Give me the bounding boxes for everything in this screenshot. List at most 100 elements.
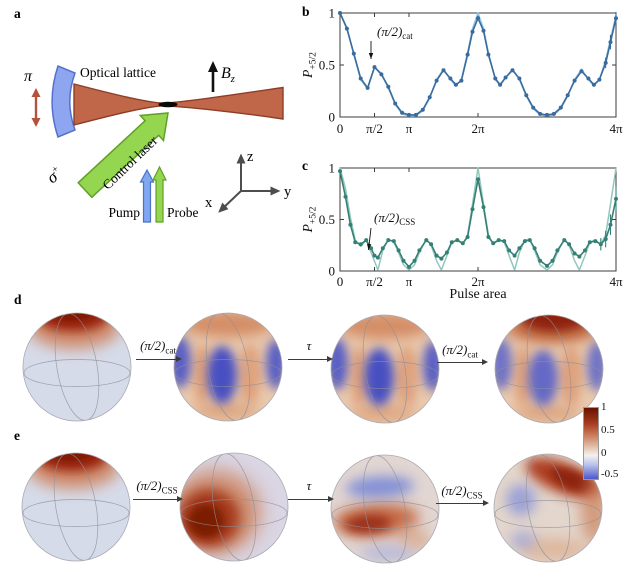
sphere-outline [173,312,283,422]
data-point [391,239,396,244]
data-point [344,26,349,31]
data-point [608,222,613,227]
sphere-equator [495,361,603,389]
data-point [567,242,572,247]
data-point [407,264,411,269]
panel-letter-c: c [302,158,308,173]
colorbar [583,407,599,480]
chart-cat-pulse-scan: 0 π/2 π 2π 4π 0 0.5 1 P+5/2 (π/2)cat [300,6,623,137]
bloch-sphere-d-cat-state-after-tau [330,314,440,424]
data-point [583,248,587,253]
data-point [572,251,577,256]
quasiprobability-lobe [360,545,416,561]
quasiprobability-lobe [560,346,582,406]
data-point [531,105,536,110]
annotation-label: (π/2)CSS [374,210,415,227]
x-axis-label: Pulse area [449,287,507,302]
y-tick-label: 0.5 [319,58,335,73]
x-tick-label: π [406,121,413,136]
data-point [476,177,480,182]
sphere-outline [179,452,289,562]
quasiprobability-lobe [506,484,536,516]
data-point [538,258,543,263]
bloch-sphere-d-initial-state [22,312,132,422]
data-point [380,246,385,251]
data-point [603,237,608,242]
sphere-outline [330,454,440,564]
data-point [358,76,363,81]
bloch-sphere-d-cat-state-final [494,314,604,424]
data-point [351,51,356,56]
x-tick-label: 4π [609,274,623,289]
data-point [551,111,556,116]
data-point [364,238,369,243]
data-point [420,107,425,112]
data-point [503,75,508,80]
data-point [498,82,503,87]
sequence-arrow-d1 [136,356,182,362]
x-tick-label: 4π [609,121,623,136]
sphere-equator [331,501,439,529]
sequence-arrow-e3 [436,500,489,506]
sphere-equator [22,499,130,527]
data-point [558,105,563,110]
data-point [413,112,418,117]
data-point [507,248,512,253]
data-point [565,93,570,98]
data-point [338,169,342,174]
sphere-outline [21,452,131,562]
data-point [538,111,543,116]
sphere-outline [22,312,132,422]
data-point [379,72,384,77]
data-point [614,16,618,21]
quasiprobability-lobe [519,538,587,560]
data-point [427,95,432,100]
data-point [481,205,486,210]
sphere-equator [23,359,131,387]
data-point [372,65,377,70]
data-point [393,101,398,106]
y-tick-label: 1 [329,6,336,21]
data-point [465,235,470,239]
y-tick-label: 0 [329,110,336,125]
data-point [417,248,422,253]
x-tick-label: π/2 [366,274,383,289]
data-point [527,238,532,243]
data-point [412,258,417,263]
colorbar-tick-m05: -0.5 [601,468,619,480]
sequence-arrow-d3 [437,359,488,365]
data-point [358,242,363,247]
axis-x-label: x [205,195,213,211]
pulse-label-d2: (π/2)cat [442,342,478,360]
data-point [591,82,596,87]
data-point [348,222,353,227]
sphere-outline [330,314,440,424]
quasiprobability-lobe [550,468,594,492]
data-point [597,77,602,82]
data-point [614,196,618,201]
data-point [434,253,439,258]
data-point [486,235,491,239]
sphere-equator [494,500,602,528]
quasiprobability-lobe [515,404,579,422]
y-tick-label: 1 [329,161,336,176]
data-point [400,110,405,115]
x-tick-label: π [406,274,413,289]
pump-beam-arrow [139,168,155,223]
data-point [524,93,529,98]
pulse-label-d1: (π/2)cat [140,338,176,356]
data-point [603,60,608,65]
data-point [429,242,434,247]
sequence-arrow-e1 [133,496,183,502]
data-point [465,52,470,57]
data-point [455,238,460,243]
data-point [386,84,391,89]
data-curve [339,12,617,116]
quasiprobability-lobe [510,531,536,549]
control-laser-arrow [77,112,169,199]
data-point [396,248,401,253]
optical-lattice-beam [73,83,284,126]
bloch-sphere-d-cat-state [173,312,283,422]
y-tick-label: 0.5 [319,212,335,227]
data-point [512,253,517,258]
